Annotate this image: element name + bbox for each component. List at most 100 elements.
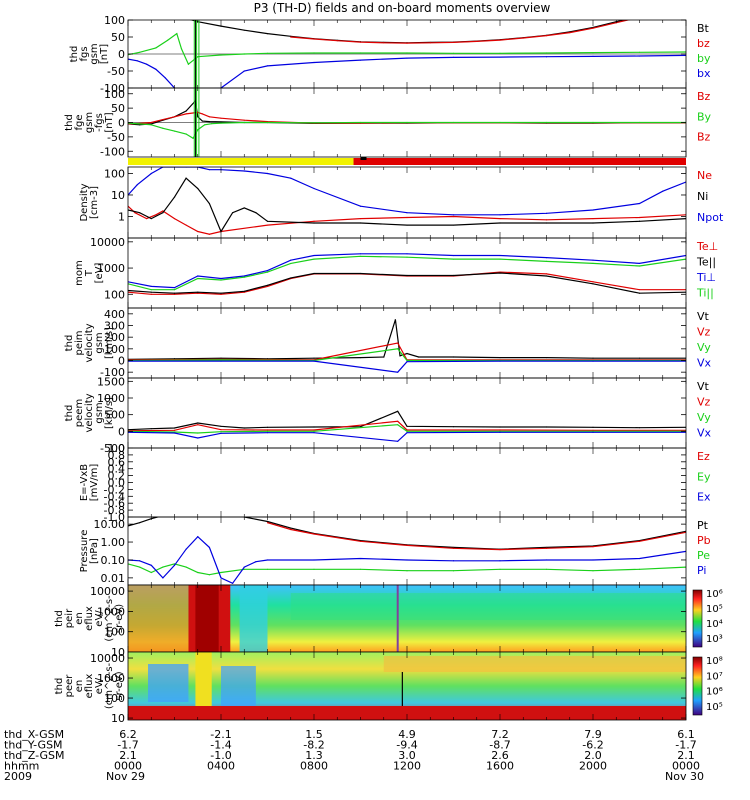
data-point-Ti|| [592,262,594,265]
data-point-Npot [290,177,292,179]
data-point-Ni [150,217,152,220]
spectrogram-early-band [128,585,189,652]
panel-temp: 10000 1000 100 mom T [eV] Te⊥ Te|| Ti⊥ Ti|| [74,236,718,309]
y-axis-label: -fgs [94,113,105,132]
data-point-Te|| [406,274,408,277]
y-tick-label: 100 [104,626,125,639]
ephemeris-value: 0000 [672,760,700,773]
ephemeris-value: -8.7 [489,739,510,752]
legend-entry: Ti⊥ [696,271,716,284]
legend-entry: Ex [697,491,711,504]
data-point-Pe [197,571,199,574]
ephemeris-value: 0400 [207,760,235,773]
ephemeris-value: -9.4 [396,739,417,752]
y-tick-label: -50 [107,65,125,78]
spectrogram-cold-patch-2 [221,666,256,706]
data-point-Bt [151,16,152,17]
series-group-density [128,167,686,235]
data-point-Vx [499,431,501,433]
data-point-bx [638,55,641,57]
data-point-bz [429,42,431,44]
data-point-Npot [208,169,210,171]
ephemeris-value: 1.5 [305,728,323,741]
data-point-by [452,52,455,54]
y-tick-label: 400 [104,308,125,321]
data-point-by [406,52,408,54]
data-point-by [313,52,315,54]
data-point-Bt [685,16,686,17]
data-point-bx [545,56,548,58]
y-axis-label: [eV] [94,263,105,284]
data-point-Ti⊥ [592,259,594,261]
panel-peem: 1500 1000 500 0 -500 thd peem velocity gsm [km/s]… [64,375,712,455]
data-point-Te⊥ [266,285,269,287]
data-point-By [545,121,548,124]
data-point-Vt [173,427,176,429]
data-point-Npot [592,209,594,211]
data-point-Vt [452,426,455,428]
legend-entry: Pe [697,549,710,562]
data-point-Bz [201,113,203,115]
data-point-Pe [499,568,501,570]
y-tick-label: 100 [104,692,125,705]
y-tick-label: 1000 [97,392,125,405]
data-point-Pe [185,566,187,568]
data-point-Te|| [592,283,594,285]
panel-fgs: 100 50 0 -50 -100 thd fgs gsm [nT] Bt bz by bx [69,14,711,95]
series-line-by [128,32,686,66]
data-point-Pb [545,547,548,549]
y-tick-label: 10 [111,712,125,725]
data-point-Pb [452,547,455,549]
data-point-Ti⊥ [220,277,222,280]
data-point-Pi [139,560,141,562]
data-point-By [452,121,455,124]
data-point-bz [639,17,640,18]
y-axis-label: thd [64,335,75,352]
data-point-Pi [173,564,176,566]
data-point-Ne [155,214,157,216]
data-point-Bt [162,16,163,17]
data-point-Te|| [220,292,222,294]
legend-entry: Vy [697,411,711,424]
panel-efield: 1.00.80.60.40.20.0-0.2-0.4-0.6-0.8-1.0 E=… [79,442,711,524]
data-point-Vt [406,352,408,355]
data-point-bx [155,68,157,70]
spectrogram-cool-band [239,585,268,652]
data-point-Te⊥ [173,293,176,295]
ephemeris-value: 7.2 [491,728,509,741]
ephemeris-value: 1200 [393,760,421,773]
data-point-Ti⊥ [406,253,408,255]
data-point-Te⊥ [545,273,548,275]
legend-entry: Bz [697,90,711,103]
data-point-Pb [290,528,292,531]
legend-entry: Vt [697,310,710,323]
data-point-Vz [397,420,399,422]
legend-entry: Npot [697,211,724,224]
data-point-Vy [313,430,315,432]
y-axis-label: T [84,269,95,277]
panel-frame [127,166,687,239]
series-line-Pb [267,522,686,551]
ephemeris-value: -6.2 [582,739,603,752]
data-point-by [176,33,178,35]
data-point-Bt [220,121,222,123]
data-point-Ne [592,217,594,220]
data-point-Vt [592,357,594,359]
data-point-Pi [185,548,187,550]
data-point-Vx [499,360,501,362]
y-axis-label: en [74,612,85,625]
data-point-bx [452,56,455,59]
series-group-peim [128,319,686,373]
spectrogram-warm-band [383,656,686,672]
data-point-Ti|| [359,255,362,257]
data-point-Pe [359,568,362,570]
data-point-Te|| [313,272,315,275]
ephemeris-label: hhmm [4,760,39,773]
data-point-Te|| [266,284,269,286]
data-point-bz [383,42,385,44]
data-point-Vt [638,427,641,429]
data-point-Vx [266,432,269,434]
data-point-Ni [197,187,199,190]
series-group-fgs [128,16,686,88]
data-point-Vt [499,356,501,359]
